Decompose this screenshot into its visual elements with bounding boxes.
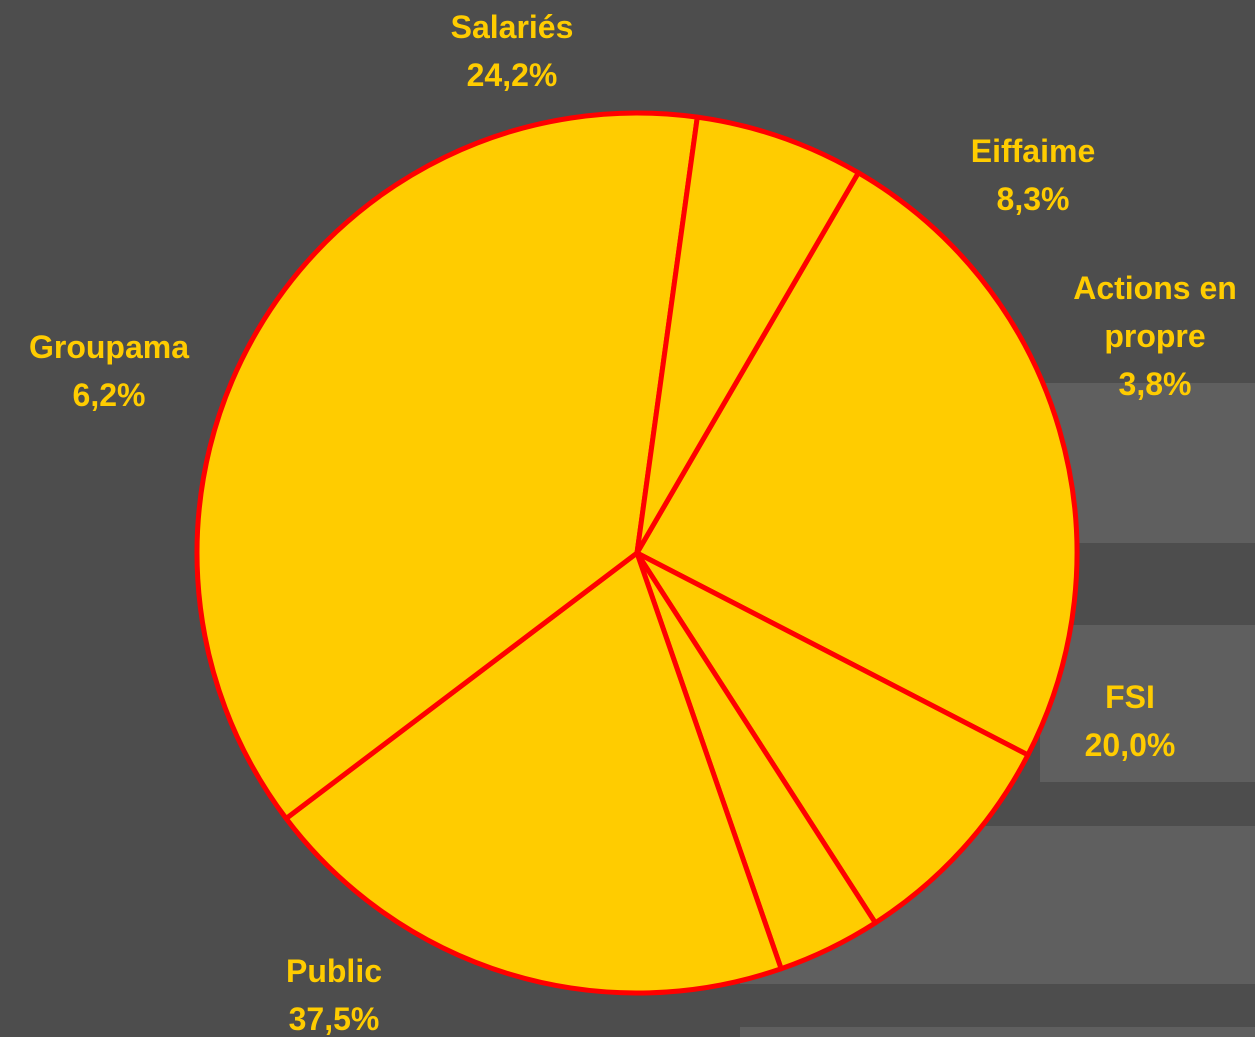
pie-slice-public xyxy=(194,110,700,822)
label-groupama-value: 6,2% xyxy=(73,377,146,413)
label-actions-en-propre: Actions en propre 3,8% xyxy=(1073,270,1237,402)
label-fsi-value: 20,0% xyxy=(1085,727,1176,763)
label-fsi-name: FSI xyxy=(1105,679,1155,715)
label-public-name: Public xyxy=(286,953,382,989)
background-band-4 xyxy=(740,1027,1255,1037)
label-actions-line1: Actions en xyxy=(1073,270,1237,306)
label-salaries: Salariés 24,2% xyxy=(451,9,574,93)
label-fsi: FSI 20,0% xyxy=(1085,679,1176,763)
label-salaries-value: 24,2% xyxy=(467,57,558,93)
pie-slice-eiffaime xyxy=(634,550,1031,926)
pie-slice-groupama xyxy=(634,114,861,556)
background-band-2 xyxy=(1040,625,1255,782)
label-salaries-name: Salariés xyxy=(451,9,574,45)
label-eiffaime-name: Eiffaime xyxy=(971,133,1095,169)
pie-slice-fsi xyxy=(283,550,784,996)
label-groupama: Groupama 6,2% xyxy=(29,329,189,413)
label-actions-line2: propre xyxy=(1104,318,1205,354)
label-groupama-name: Groupama xyxy=(29,329,189,365)
label-public: Public 37,5% xyxy=(286,953,382,1037)
label-public-value: 37,5% xyxy=(289,1001,380,1037)
label-actions-value: 3,8% xyxy=(1119,366,1192,402)
label-eiffaime-value: 8,3% xyxy=(997,181,1070,217)
label-eiffaime: Eiffaime 8,3% xyxy=(971,133,1095,217)
pie-slices xyxy=(194,110,1080,996)
